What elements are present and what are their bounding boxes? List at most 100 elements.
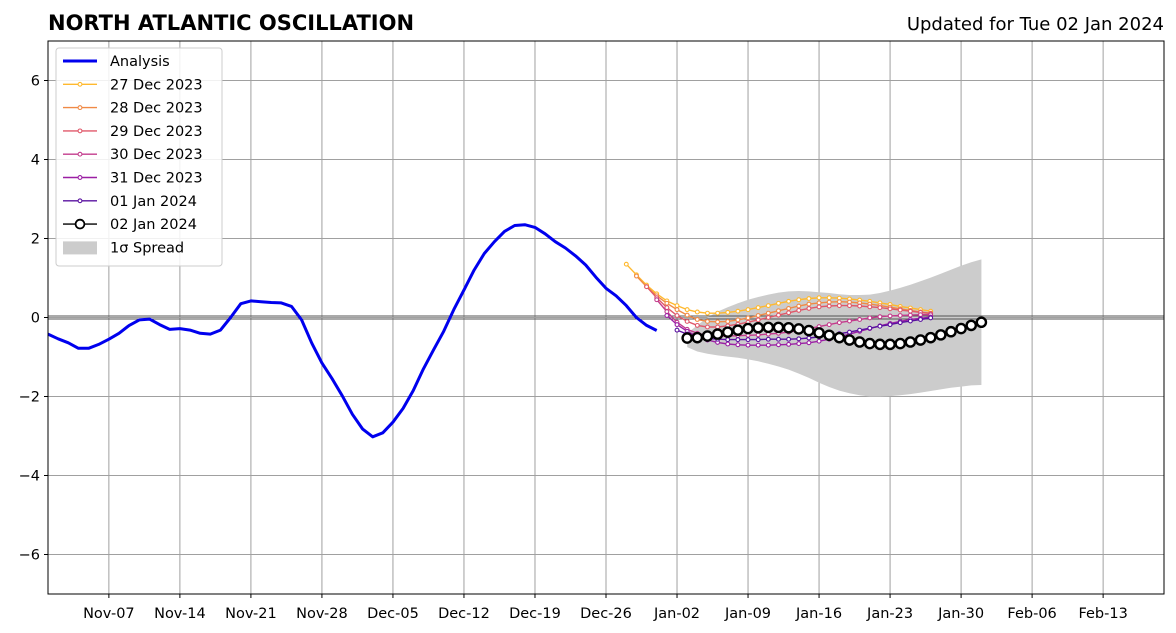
analysis-line <box>47 223 658 439</box>
forecast-point <box>664 313 670 318</box>
forecast-point <box>816 304 822 310</box>
forecast-point <box>887 322 893 328</box>
forecast-point <box>867 304 873 310</box>
forecast-point <box>694 309 700 315</box>
chart-subtitle: Updated for Tue 02 Jan 2024 <box>907 14 1164 35</box>
forecast-point <box>826 295 832 301</box>
forecast-point <box>816 295 822 301</box>
legend-marker-latest <box>74 218 86 230</box>
forecast-point <box>745 337 751 343</box>
legend-label: 27 Dec 2023 <box>110 77 203 93</box>
plot-frame <box>47 40 1165 595</box>
latest-forecast-point <box>935 329 947 341</box>
axis-ticks: Nov-07 Nov-14 Nov-21 Nov-28 Dec-05 Dec-12 Dec-… <box>19 74 1128 623</box>
latest-forecast-point <box>711 328 724 340</box>
forecast-point <box>725 309 731 315</box>
forecast-point <box>907 312 913 318</box>
forecast-point <box>786 310 792 316</box>
latest-forecast-point <box>742 322 754 335</box>
latest-forecast-point <box>965 319 978 332</box>
forecast-point <box>857 303 863 309</box>
forecast-point <box>836 303 842 309</box>
latest-forecast-series <box>681 316 988 351</box>
forecast-point <box>684 307 690 313</box>
forecast-point <box>755 317 761 323</box>
forecast-point <box>826 303 832 309</box>
forecast-point <box>776 300 781 306</box>
forecast-point <box>877 305 883 311</box>
forecast-point <box>745 307 751 313</box>
latest-forecast-point <box>843 334 856 346</box>
legend-label: 01 Jan 2024 <box>110 194 197 210</box>
legend-label: 29 Dec 2023 <box>110 124 203 140</box>
forecast-point <box>623 261 629 267</box>
forecast-point <box>765 310 771 316</box>
legend-label: 28 Dec 2023 <box>110 101 203 117</box>
latest-forecast-point <box>853 336 866 348</box>
x-tick-label: Dec-26 <box>580 606 632 622</box>
y-tick-label: 2 <box>31 232 40 248</box>
forecast-point <box>745 315 751 321</box>
latest-forecast-point <box>955 322 967 335</box>
forecast-point <box>664 300 670 306</box>
forecast-point <box>867 325 873 331</box>
forecast-point <box>654 297 660 303</box>
forecast-point <box>664 309 670 315</box>
legend-marker-forecast <box>77 81 83 87</box>
forecast-point <box>796 303 802 309</box>
forecast-point <box>847 303 852 309</box>
x-tick-label: Nov-28 <box>296 606 348 622</box>
x-tick-label: Nov-14 <box>154 606 206 622</box>
forecast-point <box>735 317 741 323</box>
legend-box <box>55 47 223 267</box>
latest-forecast-point <box>833 331 846 344</box>
forecast-point <box>765 342 771 348</box>
forecast-point <box>735 342 741 348</box>
forecast-point <box>745 342 751 348</box>
forecast-point <box>705 324 710 330</box>
forecast-point <box>684 312 690 318</box>
forecast-point <box>806 305 812 311</box>
x-tick-label: Nov-21 <box>225 606 277 622</box>
legend-label: 1σ Spread <box>110 240 184 256</box>
x-tick-label: Dec-19 <box>509 606 561 622</box>
forecast-point <box>907 318 913 324</box>
forecast-point <box>755 342 761 348</box>
y-tick-label: 0 <box>31 311 40 327</box>
forecast-point <box>918 317 923 322</box>
latest-forecast-point <box>874 338 886 351</box>
forecast-point <box>705 319 710 324</box>
forecast-point <box>674 307 680 313</box>
forecast-point <box>806 301 812 307</box>
forecast-point <box>674 322 680 328</box>
forecast-point <box>826 299 832 305</box>
legend-label: 30 Dec 2023 <box>110 147 203 163</box>
forecast-point <box>877 314 883 320</box>
forecast-point <box>725 337 731 343</box>
chart-title: NORTH ATLANTIC OSCILLATION <box>48 11 414 35</box>
y-tick-label: 4 <box>31 153 40 169</box>
x-tick-label: Jan-23 <box>866 606 913 622</box>
legend-marker-forecast <box>77 198 83 204</box>
legend: Analysis 27 Dec 2023 28 Dec 2023 29 Dec 202… <box>55 47 223 267</box>
forecast-point <box>755 305 761 311</box>
latest-forecast-point <box>803 324 815 337</box>
forecast-point <box>796 336 802 342</box>
latest-forecast-point <box>904 336 917 348</box>
y-tick-label: −6 <box>19 548 40 564</box>
latest-forecast-point <box>762 321 775 334</box>
forecast-point <box>928 315 934 321</box>
legend-handle-spread <box>63 241 97 255</box>
forecast-point <box>897 307 903 313</box>
latest-forecast-point <box>772 321 785 334</box>
forecast-point <box>806 335 812 341</box>
x-tick-label: Nov-07 <box>83 606 135 622</box>
forecast-point <box>786 305 792 311</box>
latest-forecast-point <box>945 325 957 338</box>
forecast-point <box>674 313 680 318</box>
latest-forecast-point <box>863 337 876 350</box>
y-tick-label: 6 <box>31 74 40 90</box>
latest-forecast-point <box>975 316 988 329</box>
forecast-point <box>847 318 852 324</box>
forecast-point <box>755 337 761 343</box>
